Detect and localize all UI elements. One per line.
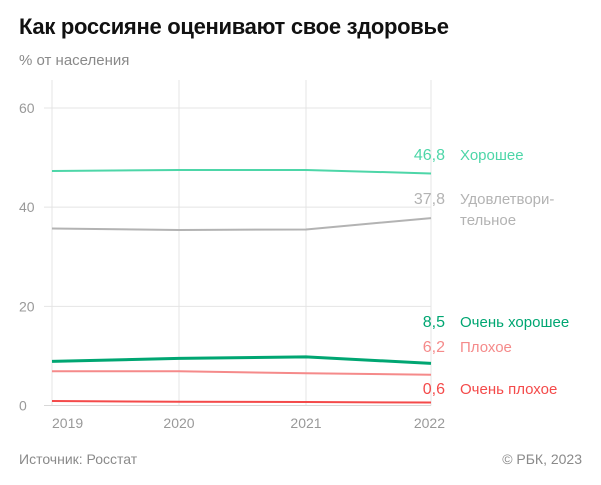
end-value-label: 37,8 [414,191,445,208]
x-tick-label: 2020 [163,415,194,431]
end-value-label: 8,5 [423,314,445,331]
series-label: Удовлетвори- [460,191,554,208]
series-line-4 [51,400,432,404]
end-value-label: 6,2 [423,339,445,356]
chart-subtitle: % от населения [19,52,130,69]
x-tick-label: 2021 [290,415,321,431]
series-line-3 [52,370,432,376]
y-tick-label: 60 [19,100,35,116]
y-tick-label: 20 [19,298,35,314]
series-label: Очень хорошее [460,314,569,331]
series-label: Плохое [460,339,512,356]
series-label: Хорошее [460,147,524,164]
source-note: Источник: Росстат [19,451,138,467]
end-value-label: 46,8 [414,147,445,164]
series-label: тельное [460,212,516,229]
series-line-1 [51,217,432,231]
x-tick-label: 2022 [414,415,445,431]
copyright: © РБК, 2023 [502,451,582,467]
end-value-label: 0,6 [423,381,445,398]
series-line-0 [51,168,432,175]
chart-title: Как россияне оценивают свое здоровье [19,14,449,39]
y-tick-label: 0 [19,398,27,414]
series-label: Очень плохое [460,381,557,398]
series-line-2 [51,355,432,365]
x-tick-label: 2019 [52,415,83,431]
y-tick-label: 40 [19,199,35,215]
